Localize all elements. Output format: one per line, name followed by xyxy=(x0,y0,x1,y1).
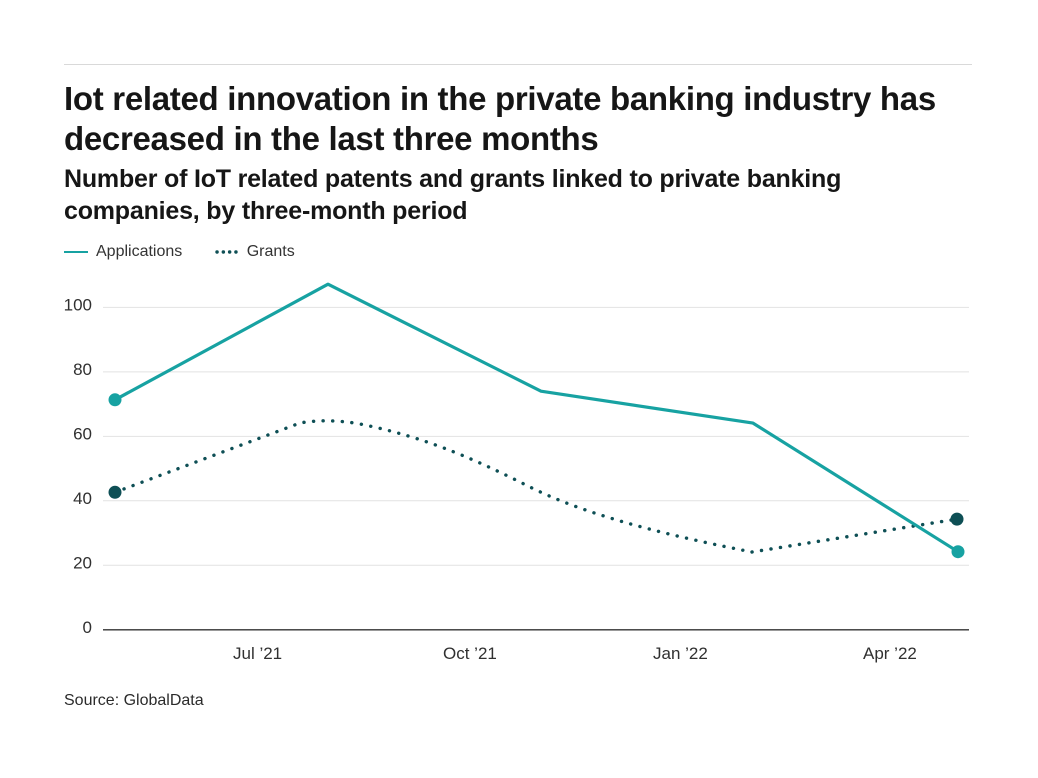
svg-text:Oct ’21: Oct ’21 xyxy=(443,644,497,663)
svg-text:Jan ’22: Jan ’22 xyxy=(653,644,708,663)
svg-text:Apr ’22: Apr ’22 xyxy=(863,644,917,663)
svg-text:0: 0 xyxy=(83,618,92,637)
svg-text:20: 20 xyxy=(73,554,92,573)
svg-text:60: 60 xyxy=(73,425,92,444)
svg-text:40: 40 xyxy=(73,489,92,508)
svg-text:100: 100 xyxy=(64,296,92,315)
svg-text:Jul ’21: Jul ’21 xyxy=(233,644,282,663)
svg-text:80: 80 xyxy=(73,360,92,379)
